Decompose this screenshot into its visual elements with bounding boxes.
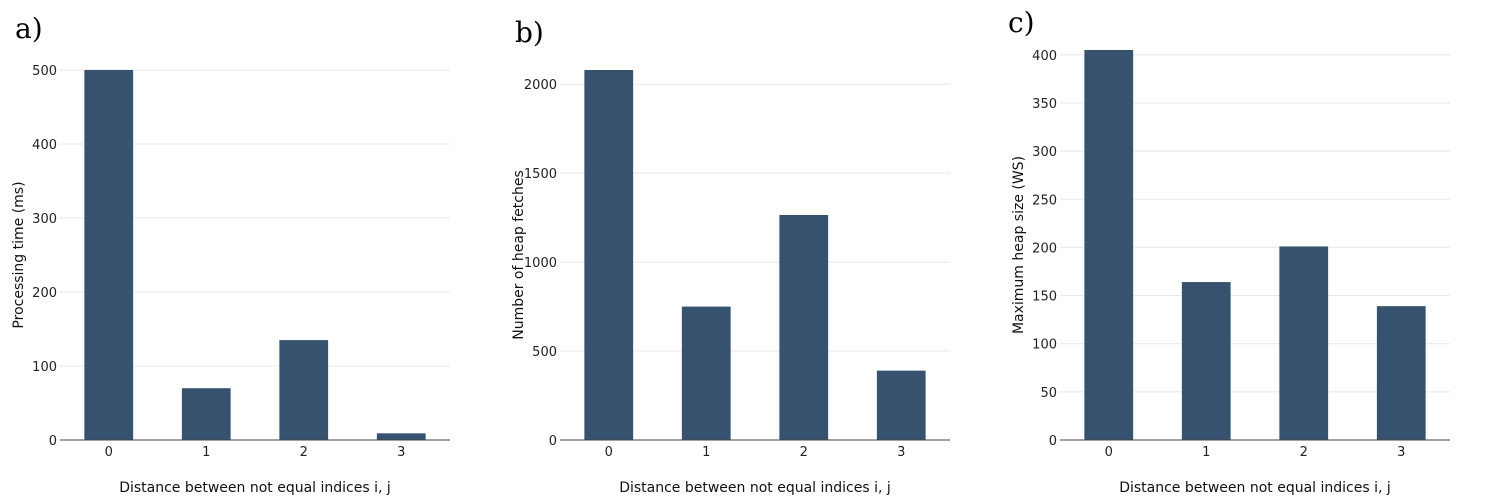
- panel-label: b): [515, 16, 544, 49]
- y-tick-label: 1500: [524, 167, 557, 182]
- x-tick-label: 0: [605, 445, 613, 460]
- y-tick-label: 350: [1032, 97, 1057, 112]
- y-tick-label: 100: [32, 360, 57, 375]
- x-axis-title: Distance between not equal indices i, j: [619, 480, 891, 496]
- bar-1: [681, 306, 731, 440]
- bar-2: [779, 214, 829, 440]
- y-tick-label: 500: [32, 64, 57, 79]
- y-tick-label: 1000: [524, 256, 557, 271]
- bar-3: [876, 370, 926, 440]
- x-tick-label: 2: [300, 445, 308, 460]
- y-tick-label: 150: [1032, 290, 1057, 305]
- y-tick-label: 0: [549, 434, 557, 449]
- x-tick-label: 1: [1202, 445, 1210, 460]
- bar-1: [181, 388, 231, 440]
- bar-2: [279, 340, 329, 440]
- bar-0: [1084, 50, 1134, 440]
- bar-2: [1279, 246, 1329, 440]
- y-tick-label: 200: [1032, 241, 1057, 256]
- y-tick-label: 2000: [524, 78, 557, 93]
- x-tick-label: 1: [702, 445, 710, 460]
- x-tick-label: 0: [1105, 445, 1113, 460]
- y-tick-label: 100: [1032, 338, 1057, 353]
- bar-3: [1376, 306, 1426, 440]
- x-axis-title: Distance between not equal indices i, j: [119, 480, 391, 496]
- x-tick-label: 0: [105, 445, 113, 460]
- panel-label: c): [1008, 6, 1035, 39]
- y-tick-label: 400: [1032, 49, 1057, 64]
- bar-1: [1181, 282, 1231, 440]
- y-axis-title: Number of heap fetches: [511, 170, 527, 340]
- y-tick-label: 0: [1049, 434, 1057, 449]
- x-tick-label: 3: [1397, 445, 1405, 460]
- y-axis-title: Processing time (ms): [11, 181, 27, 328]
- panel-label: a): [15, 12, 43, 45]
- chart-panel-b: 0 500 1000 1500 2000 0 1 2 3 Distance between not…: [511, 16, 950, 496]
- y-tick-label: 400: [32, 138, 57, 153]
- x-tick-label: 3: [897, 445, 905, 460]
- y-tick-label: 250: [1032, 193, 1057, 208]
- x-tick-label: 2: [800, 445, 808, 460]
- y-tick-label: 300: [32, 212, 57, 227]
- x-tick-label: 2: [1300, 445, 1308, 460]
- bar-3: [376, 433, 426, 440]
- y-tick-label: 300: [1032, 145, 1057, 160]
- y-tick-label: 500: [532, 345, 557, 360]
- y-axis-title: Maximum heap size (WS): [1011, 156, 1027, 334]
- y-tick-label: 200: [32, 286, 57, 301]
- bar-0: [84, 70, 134, 440]
- chart-panel-c: 0 50 100 150 200 250 300 350 400 0 1 2 3 Distance bet…: [1008, 6, 1450, 496]
- y-tick-label: 50: [1040, 386, 1057, 401]
- x-tick-label: 3: [397, 445, 405, 460]
- x-axis-title: Distance between not equal indices i, j: [1119, 480, 1391, 496]
- y-tick-label: 0: [49, 434, 57, 449]
- bar-0: [584, 70, 634, 440]
- chart-panel-a: 0 100 200 300 400 500 0 1 2 3 Distance between not…: [11, 12, 450, 496]
- x-tick-label: 1: [202, 445, 210, 460]
